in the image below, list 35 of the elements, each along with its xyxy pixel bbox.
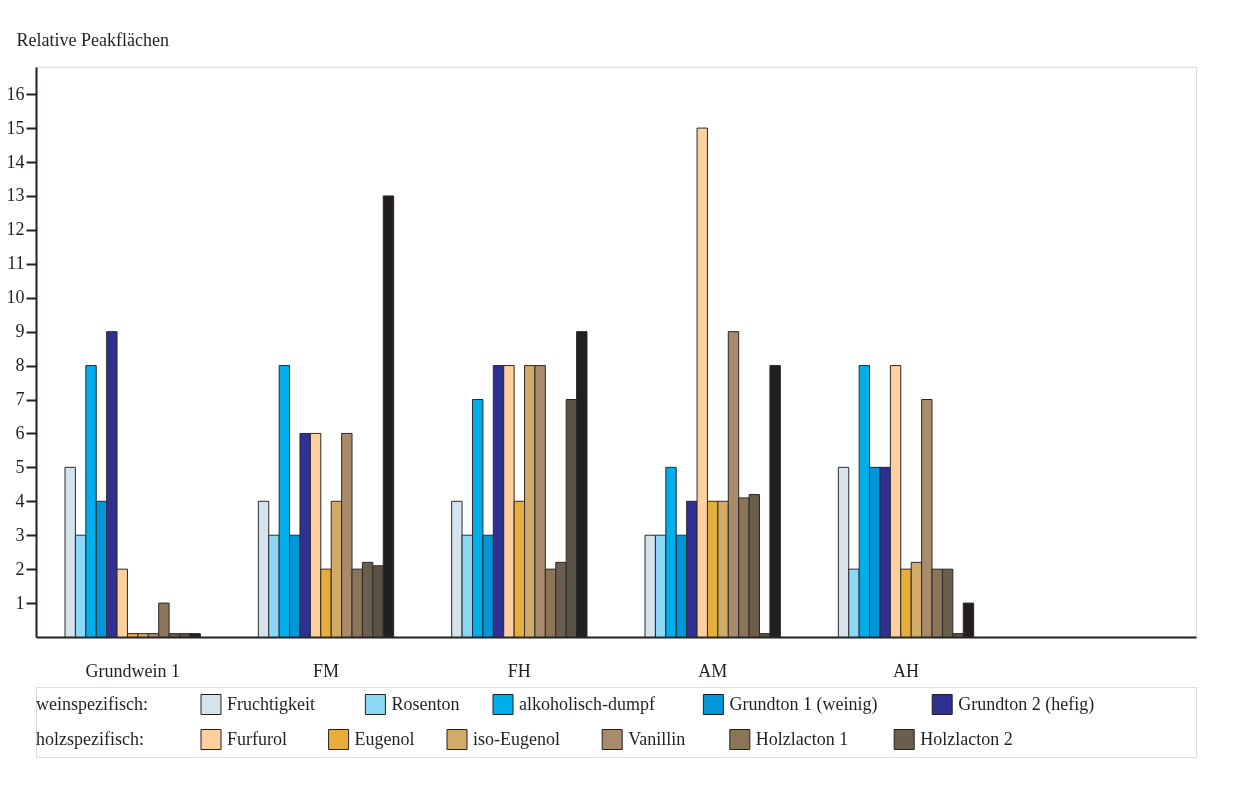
y-tick-label: 11 (7, 253, 25, 274)
text: holzspezifisch: (36, 728, 144, 749)
legend-label: Rosenton (391, 693, 460, 714)
y-tick-label: 6 (15, 422, 25, 443)
y-axis-title: Relative Peakflächen (16, 29, 169, 50)
x-tick-label: FH (507, 660, 531, 681)
y-tick-label: 1 (15, 592, 25, 613)
y-tick-label: 3 (15, 524, 25, 545)
y-tick-label: 5 (15, 456, 25, 477)
legend-label: Eugenol (354, 728, 415, 749)
y-tick-label: 14 (6, 151, 25, 172)
y-tick-label: 10 (6, 287, 25, 308)
legend-label: Furfurol (227, 728, 287, 749)
y-tick-label: 2 (15, 558, 25, 579)
legend-label: Fruchtigkeit (227, 693, 315, 714)
x-tick-label: AH (893, 660, 919, 681)
legend-label: alkoholisch-dumpf (519, 693, 655, 714)
legend-label: Grundton 2 (hefig) (958, 693, 1095, 715)
legend-label: iso-Eugenol (473, 728, 560, 749)
y-tick-label: 16 (6, 83, 25, 104)
x-tick-label: FM (312, 660, 340, 681)
legend-label: Grundton 1 (weinig) (729, 693, 878, 715)
y-tick-label: 15 (6, 117, 25, 138)
y-tick-label: 9 (15, 321, 25, 342)
y-tick-label: 13 (6, 185, 25, 206)
y-tick-label: 7 (15, 389, 25, 409)
x-tick-label: Grundwein 1 (85, 660, 180, 681)
x-tick-label: AM (698, 660, 728, 681)
text: weinspezifisch: (36, 693, 148, 714)
y-tick-label: 4 (15, 490, 25, 511)
y-tick-label: 8 (15, 355, 25, 376)
y-tick-label: 12 (6, 219, 25, 240)
legend-label: Vanillin (628, 728, 686, 749)
legend-label: Holzlacton 1 (755, 728, 849, 749)
legend-label: Holzlacton 2 (920, 728, 1013, 749)
